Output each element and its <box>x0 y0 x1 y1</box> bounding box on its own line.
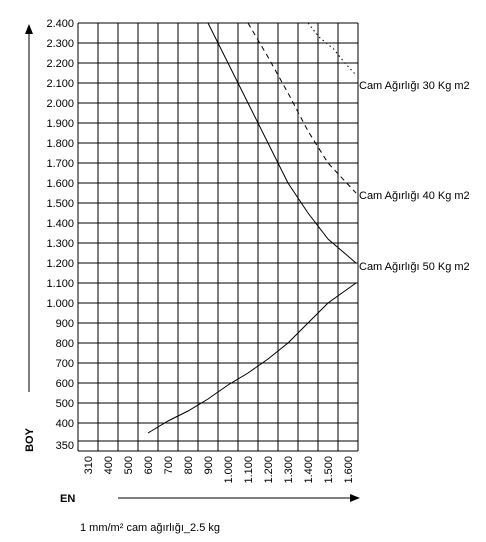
x-tick-label: 1.200 <box>263 456 275 484</box>
x-tick-labels: 310 400 500 600 700 800 900 1.000 1.100 1.200 1.30… <box>83 456 355 484</box>
series-labels: Cam Ağırlığı 30 Kg m2 Cam Ağırlığı 40 Kg … <box>359 80 470 273</box>
y-tick-label: 1.200 <box>46 258 74 270</box>
y-tick-label: 1.000 <box>46 298 74 310</box>
y-tick-label: 2.300 <box>46 38 74 50</box>
y-tick-label: 600 <box>56 378 74 390</box>
series-line-1 <box>307 22 357 76</box>
series-line-4 <box>147 282 357 434</box>
x-tick-label: 1.300 <box>283 456 295 484</box>
y-tick-label: 1.900 <box>46 118 74 130</box>
x-tick-label: 900 <box>203 456 215 474</box>
y-tick-label: 1.100 <box>46 278 74 290</box>
footnote: 1 mm/m² cam ağırlığı_2.5 kg <box>80 522 220 534</box>
x-tick-label: 700 <box>163 456 175 474</box>
y-tick-label: 500 <box>56 398 74 410</box>
y-tick-label: 350 <box>56 440 74 452</box>
x-tick-label: 400 <box>103 456 115 474</box>
y-tick-label: 1.400 <box>46 218 74 230</box>
y-tick-label: 2.200 <box>46 58 74 70</box>
series-lines <box>147 22 357 434</box>
y-tick-label: 1.600 <box>46 178 74 190</box>
x-tick-label: 1.100 <box>243 456 255 484</box>
x-tick-label: 800 <box>183 456 195 474</box>
y-tick-labels: 350 400 500 600 700 800 900 1.000 1.100 1.200 1.30… <box>46 18 74 452</box>
series-label: Cam Ağırlığı 30 Kg m2 <box>359 80 470 92</box>
x-tick-label: 1.600 <box>343 456 355 484</box>
y-tick-label: 1.700 <box>46 158 74 170</box>
y-axis-arrowhead <box>25 24 33 34</box>
series-label: Cam Ağırlığı 40 Kg m2 <box>359 190 470 202</box>
x-tick-label: 1.500 <box>323 456 335 484</box>
y-tick-label: 900 <box>56 318 74 330</box>
x-tick-label: 600 <box>143 456 155 474</box>
y-tick-label: 2.100 <box>46 78 74 90</box>
y-tick-label: 400 <box>56 418 74 430</box>
y-tick-label: 800 <box>56 338 74 350</box>
series-line-2 <box>247 22 357 194</box>
x-tick-label: 310 <box>83 456 95 474</box>
x-tick-label: 500 <box>123 456 135 474</box>
y-axis-title: BOY <box>24 427 36 452</box>
y-tick-label: 1.300 <box>46 238 74 250</box>
y-tick-label: 2.400 <box>46 18 74 30</box>
x-axis-title: EN <box>60 493 75 505</box>
y-tick-label: 2.000 <box>46 98 74 110</box>
series-line-3 <box>207 22 357 264</box>
x-tick-label: 1.000 <box>223 456 235 484</box>
y-tick-label: 1.500 <box>46 198 74 210</box>
x-tick-label: 1.400 <box>303 456 315 484</box>
y-tick-label: 700 <box>56 358 74 370</box>
series-label: Cam Ağırlığı 50 Kg m2 <box>359 261 470 273</box>
x-axis-arrowhead <box>350 494 360 502</box>
grid <box>77 22 359 452</box>
y-tick-label: 1.800 <box>46 138 74 150</box>
